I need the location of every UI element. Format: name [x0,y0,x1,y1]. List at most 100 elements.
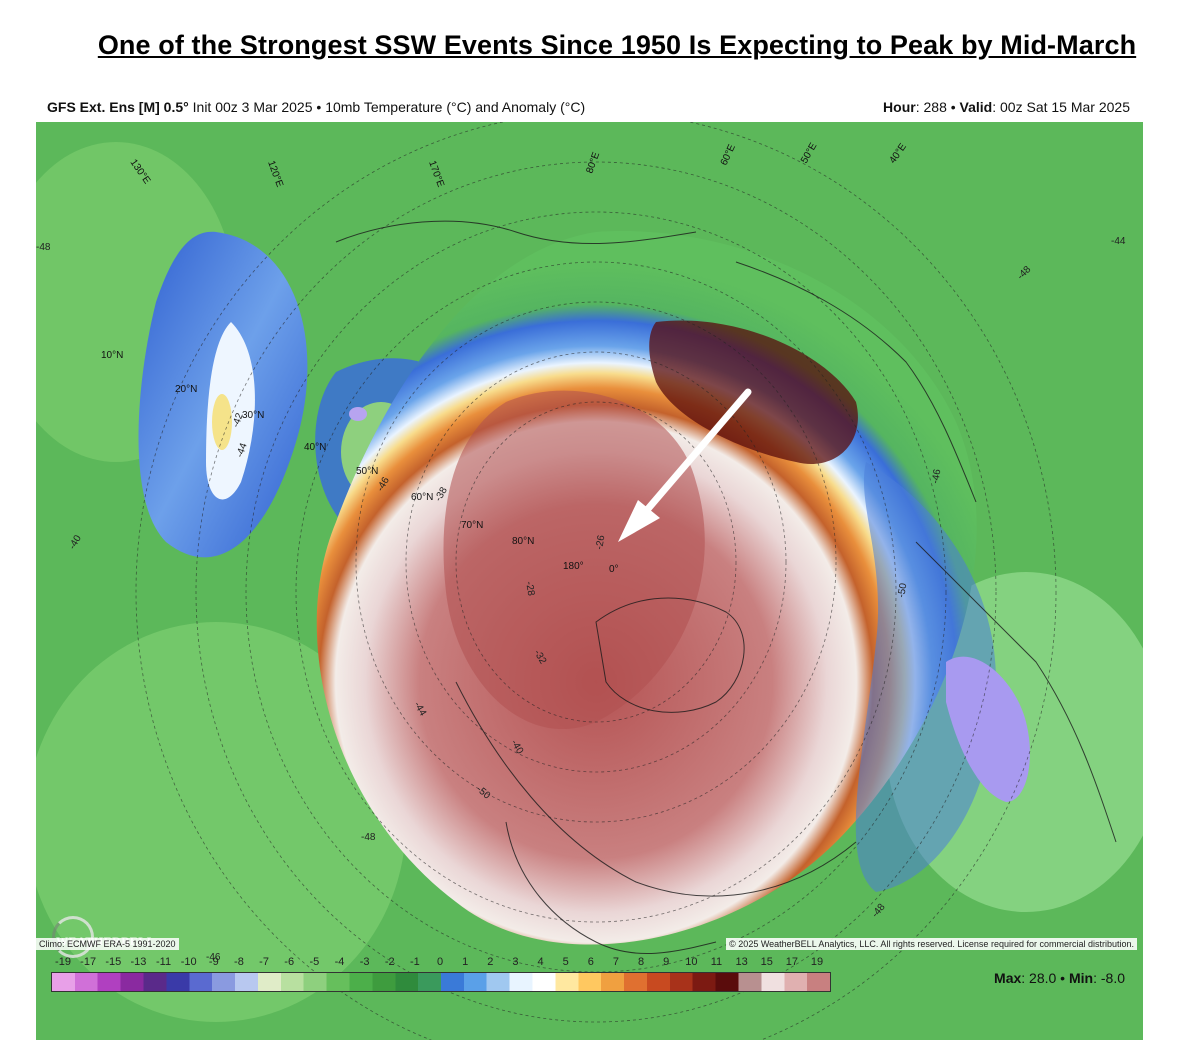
legend-tick: 9 [663,956,670,968]
headline: One of the Strongest SSW Events Since 19… [0,30,1200,61]
hour-value: 288 [923,99,947,115]
copyright-note: © 2025 WeatherBELL Analytics, LLC. All r… [726,938,1137,950]
legend-tick: -2 [384,956,395,968]
field-name: 10mb Temperature (°C) and Anomaly (°C) [325,99,586,115]
logo-swirl-icon [52,916,94,958]
contour-label-n46b: -46 [206,952,221,963]
model-name: GFS Ext. Ens [M] 0.5° [47,99,189,115]
legend-tick: 2 [487,956,494,968]
lon-label-0: 0° [609,564,619,575]
lat-label-30n: 30°N [242,410,264,421]
legend-tick: 1 [462,956,469,968]
legend-tick: 3 [512,956,519,968]
legend-tick: 10 [685,956,698,968]
legend-tick: 5 [562,956,569,968]
legend-tick: -3 [359,956,370,968]
lon-label-180: 180° [563,561,584,572]
lat-label-40n: 40°N [304,442,326,453]
legend-tick: -1 [409,956,420,968]
min-label: Min [1068,970,1094,986]
map-canvas: 10°N 20°N 30°N 40°N 50°N 60°N 70°N 80°N … [36,122,1143,1040]
legend-tick: 19 [810,956,824,968]
max-min-readout: Max: 28.0 • Min: -8.0 [994,970,1125,986]
legend-ticks: -19 -17 -15 -13 -11 -10 -9 -8 -7 -6 -5 -4 -3 -2 -1 0 1 2 3… [51,956,831,972]
coastline-greenland [595,597,745,713]
lat-label-80n: 80°N [512,536,534,547]
legend-tick: -5 [309,956,320,968]
legend-tick: -8 [234,956,244,968]
contour-label-n46c: -46 [930,468,943,485]
map-header-left: GFS Ext. Ens [M] 0.5° Init 00z 3 Mar 202… [47,99,586,115]
contour-label-n46d: -44 [1111,236,1126,247]
contour-label-n42: -42 [230,411,245,429]
contour-1 [295,261,897,923]
temperature-contours [135,122,1057,1040]
light-green-region-west [36,622,406,1022]
legend-tick: -11 [155,956,172,968]
map-header: GFS Ext. Ens [M] 0.5° Init 00z 3 Mar 202… [33,90,1143,124]
country-boundaries [335,220,1117,955]
temperature-anomaly-map: 10°N 20°N 30°N 40°N 50°N 60°N 70°N 80°N … [36,122,1143,1040]
arrow-head [618,500,660,542]
contour-6 [405,351,787,773]
lavender-spot-center [349,407,367,421]
climo-note: Climo: ECMWF ERA-5 1991-2020 [36,938,179,950]
blue-band-east [855,462,996,892]
highlight-arrow [618,388,752,542]
legend-tick: -4 [334,956,345,968]
dark-red-core [649,320,858,464]
max-value: 28.0 [1029,970,1057,986]
legend-tick: -9 [208,956,219,968]
legend-tick: -17 [80,956,97,968]
contour-4 [135,122,1057,1040]
lavender-patch-east [946,656,1030,802]
color-legend: -19 -17 -15 -13 -11 -10 -9 -8 -7 -6 -5 -4 -3 -2 -1 0 1 2 3… [51,956,831,996]
legend-tick: 4 [537,956,544,968]
yellow-spot-west [212,394,232,450]
map-panel: GFS Ext. Ens [M] 0.5° Init 00z 3 Mar 202… [33,90,1143,1040]
legend-tick: -19 [55,956,71,968]
lat-label-60n: 60°N [411,492,433,503]
legend-tick: 15 [760,956,773,968]
lat-label-70n: 70°N [461,520,483,531]
contour-label-n44a: -44 [234,441,249,459]
legend-tick: 0 [436,956,444,968]
coastline-north-america [455,681,857,897]
legend-tick: -15 [105,956,122,968]
coastline-europe [735,261,977,503]
legend-tick: 17 [785,956,798,968]
legend-tick: 7 [612,956,619,968]
legend-tick: -7 [259,956,269,968]
legend-tick: 6 [587,956,594,968]
hour-label: Hour [883,99,916,115]
headline-text: One of the Strongest SSW Events Since 19… [97,30,1137,60]
contour-label-n26: -26 [594,534,607,551]
valid-value: 00z Sat 15 Mar 2025 [1000,99,1130,115]
contour-2 [245,211,947,973]
contour-label-n50b: -50 [896,582,909,599]
legend-tick: 8 [638,956,645,968]
coastline-africa [915,541,1117,843]
weatherbell-logo: WEATHERBELL [46,912,166,962]
contour-label-n28: -28 [523,581,536,598]
legend-colorbar [51,972,831,992]
valid-label: Valid [959,99,993,115]
contour-value-labels: -48 -42 -44 -46 -38 -28 -26 -32 -40 -44 … [36,236,1126,963]
red-inner-core [443,390,705,730]
arrow-shaft [637,388,752,521]
map-header-right: Hour: 288 • Valid: 00z Sat 15 Mar 2025 [883,99,1130,115]
contour-3 [195,161,997,1023]
lat-label-20n: 20°N [175,384,197,395]
legend-tick: -10 [180,956,197,968]
min-value: -8.0 [1100,970,1125,986]
legend-tick: -6 [284,956,295,968]
contour-7 [355,301,837,823]
init-time: Init 00z 3 Mar 2025 [192,99,313,115]
max-label: Max [994,970,1022,986]
legend-tick: 11 [710,956,723,968]
legend-tick: 13 [735,956,748,968]
lat-label-50n: 50°N [356,466,378,477]
legend-tick: -13 [130,956,147,968]
contour-label-n48a: -48 [36,242,51,253]
lat-label-10n: 10°N [101,350,123,361]
